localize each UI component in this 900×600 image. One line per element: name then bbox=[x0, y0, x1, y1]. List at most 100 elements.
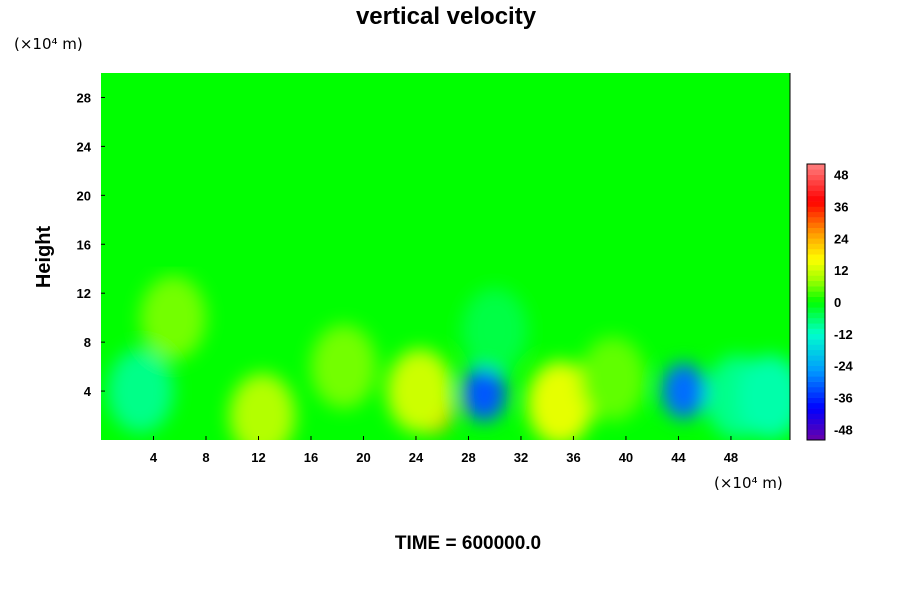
colorbar bbox=[806, 163, 826, 441]
heatmap-feature-6 bbox=[107, 349, 174, 434]
y-axis-ticks: 4 8 12 16 20 24 28 bbox=[77, 90, 105, 399]
heatmap-feature-12 bbox=[461, 287, 528, 372]
colorbar-frame bbox=[806, 163, 826, 441]
colorbar-tick-label: -48 bbox=[834, 422, 853, 437]
colorbar-band bbox=[807, 371, 825, 377]
y-tick-label: 20 bbox=[77, 188, 91, 203]
colorbar-band bbox=[807, 264, 825, 271]
colorbar-band bbox=[807, 296, 825, 303]
colorbar-band bbox=[807, 233, 825, 239]
heatmap-feature-1 bbox=[386, 349, 453, 434]
colorbar-band bbox=[807, 201, 825, 207]
time-label: TIME = 600000.0 bbox=[395, 533, 541, 554]
x-tick-label: 4 bbox=[150, 450, 158, 465]
heatmap-feature-5 bbox=[229, 373, 296, 440]
heatmap-feature-8 bbox=[579, 336, 646, 421]
x-axis-ticks: 4 8 12 16 20 24 28 32 36 40 44 48 bbox=[150, 436, 738, 465]
colorbar-ticks: 48 36 24 12 0 -12 -24 -36 -48 bbox=[834, 168, 854, 438]
x-tick-label: 44 bbox=[671, 450, 686, 465]
colorbar-band bbox=[807, 312, 825, 319]
colorbar-band bbox=[807, 174, 825, 181]
colorbar-band bbox=[807, 323, 825, 329]
colorbar-band bbox=[807, 376, 825, 382]
x-tick-label: 12 bbox=[251, 450, 265, 465]
colorbar-band bbox=[807, 397, 825, 404]
colorbar-tick-label: -12 bbox=[834, 327, 853, 342]
colorbar-tick-label: 48 bbox=[834, 168, 848, 183]
y-tick-label: 16 bbox=[77, 237, 91, 252]
colorbar-band bbox=[807, 243, 825, 250]
colorbar-tick-label: 36 bbox=[834, 199, 848, 214]
colorbar-band bbox=[807, 206, 825, 213]
colorbar-band bbox=[807, 429, 825, 435]
y-tick-label: 8 bbox=[84, 335, 91, 350]
colorbar-band bbox=[807, 386, 825, 393]
heatmap-plot-area bbox=[101, 73, 791, 440]
colorbar-band bbox=[807, 408, 825, 414]
colorbar-band bbox=[807, 169, 825, 175]
colorbar-tick-label: 24 bbox=[834, 231, 849, 246]
y-tick-label: 12 bbox=[77, 286, 91, 301]
colorbar-band bbox=[807, 339, 825, 345]
colorbar-band bbox=[807, 195, 825, 202]
colorbar-band bbox=[807, 211, 825, 218]
colorbar-band bbox=[807, 344, 825, 351]
colorbar-band bbox=[807, 302, 825, 308]
heatmap-feature-4 bbox=[527, 361, 594, 440]
colorbar-band bbox=[807, 238, 825, 244]
colorbar-tick-label: 12 bbox=[834, 263, 848, 278]
colorbar-band bbox=[807, 217, 825, 223]
colorbar-band bbox=[807, 222, 825, 228]
colorbar-band bbox=[807, 179, 825, 186]
colorbar-band bbox=[807, 286, 825, 292]
y-axis-unit: (×10⁴ m) bbox=[14, 35, 83, 53]
chart-title: vertical velocity bbox=[356, 3, 537, 30]
colorbar-band bbox=[807, 333, 825, 340]
heatmap-feature-3 bbox=[661, 363, 706, 420]
colorbar-band bbox=[807, 280, 825, 287]
heatmap-feature-11 bbox=[140, 275, 207, 360]
colorbar-band bbox=[807, 227, 825, 234]
colorbar-band bbox=[807, 349, 825, 356]
colorbar-band bbox=[807, 185, 825, 191]
x-axis-unit: (×10⁴ m) bbox=[714, 474, 783, 492]
x-tick-label: 16 bbox=[304, 450, 318, 465]
y-tick-label: 24 bbox=[77, 139, 92, 154]
colorbar-band bbox=[807, 392, 825, 398]
heatmap-feature-10 bbox=[737, 355, 790, 440]
x-tick-label: 20 bbox=[356, 450, 370, 465]
colorbar-band bbox=[807, 164, 825, 170]
colorbar-band bbox=[807, 270, 825, 276]
colorbar-band bbox=[807, 360, 825, 366]
y-axis-label: Height bbox=[33, 226, 55, 289]
x-tick-label: 36 bbox=[566, 450, 580, 465]
x-tick-label: 32 bbox=[514, 450, 528, 465]
colorbar-band bbox=[807, 355, 825, 361]
y-tick-label: 4 bbox=[84, 384, 92, 399]
colorbar-band bbox=[807, 413, 825, 420]
x-tick-label: 40 bbox=[619, 450, 633, 465]
colorbar-band bbox=[807, 248, 825, 255]
colorbar-band bbox=[807, 291, 825, 297]
heatmap-feature-7 bbox=[310, 324, 377, 409]
colorbar-band bbox=[807, 418, 825, 425]
colorbar-band bbox=[807, 328, 825, 335]
x-tick-label: 8 bbox=[202, 450, 209, 465]
colorbar-tick-label: -24 bbox=[834, 359, 854, 374]
colorbar-band bbox=[807, 275, 825, 282]
heatmap-field bbox=[107, 275, 790, 440]
colorbar-band bbox=[807, 402, 825, 409]
x-tick-label: 24 bbox=[409, 450, 424, 465]
colorbar-band bbox=[807, 307, 825, 313]
colorbar-band bbox=[807, 381, 825, 388]
colorbar-band bbox=[807, 190, 825, 197]
x-tick-label: 28 bbox=[461, 450, 475, 465]
y-tick-label: 28 bbox=[77, 90, 91, 105]
colorbar-band bbox=[807, 317, 825, 324]
heatmap-feature-2 bbox=[462, 365, 507, 422]
colorbar-tick-label: 0 bbox=[834, 295, 841, 310]
colorbar-band bbox=[807, 254, 825, 260]
colorbar-band bbox=[807, 365, 825, 372]
x-tick-label: 48 bbox=[724, 450, 738, 465]
